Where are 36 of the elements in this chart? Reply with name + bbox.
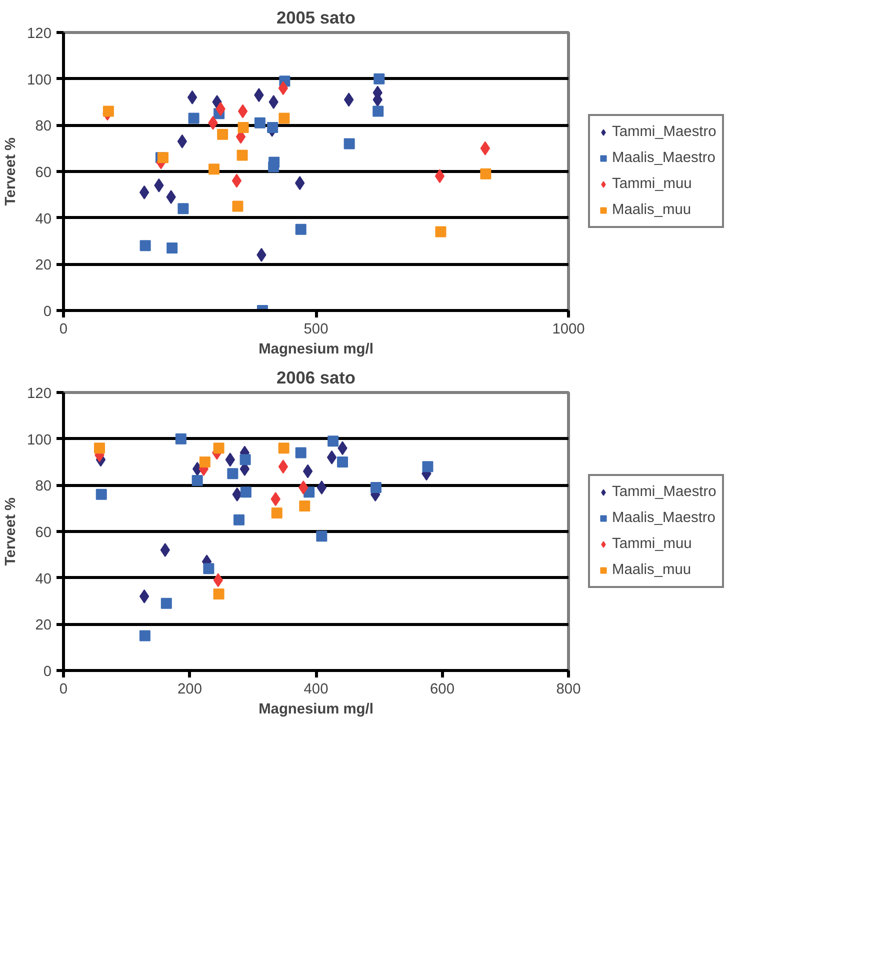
y-tick-label: 20 bbox=[35, 618, 52, 634]
y-tick-label: 40 bbox=[35, 571, 52, 588]
x-tick-label: 500 bbox=[304, 322, 328, 338]
y-tick-label: 0 bbox=[43, 664, 52, 680]
x-tick-label: 1000 bbox=[552, 322, 585, 338]
y-tick-label: 60 bbox=[35, 165, 52, 181]
y-tick-label: 40 bbox=[35, 211, 52, 228]
legend-label: Maalis_Maestro bbox=[612, 150, 716, 166]
x-tick-label: 200 bbox=[178, 682, 202, 698]
y-tick-label: 80 bbox=[35, 478, 52, 495]
legend-label: Maalis_muu bbox=[612, 202, 692, 218]
x-axis-title: Magnesium mg/l bbox=[258, 702, 374, 718]
y-tick-label: 0 bbox=[43, 304, 52, 320]
y-tick-label: 120 bbox=[27, 26, 52, 42]
y-axis-title: Terveet % bbox=[3, 497, 20, 566]
chart-title: 2005 sato bbox=[276, 8, 356, 28]
chart-title: 2006 sato bbox=[276, 368, 356, 388]
x-tick-label: 0 bbox=[59, 682, 68, 698]
y-tick-label: 20 bbox=[35, 258, 52, 274]
y-tick-label: 60 bbox=[35, 525, 52, 541]
y-tick-label: 100 bbox=[27, 72, 52, 88]
legend-label: Tammi_Maestro bbox=[612, 484, 716, 500]
y-tick-label: 80 bbox=[35, 118, 52, 135]
legend-label: Tammi_muu bbox=[612, 536, 692, 552]
legend-label: Tammi_Maestro bbox=[612, 124, 716, 140]
legend-label: Maalis_Maestro bbox=[612, 510, 716, 526]
x-tick-label: 600 bbox=[430, 682, 454, 698]
legend-label: Tammi_muu bbox=[612, 176, 692, 192]
y-tick-label: 100 bbox=[27, 432, 52, 448]
y-tick-label: 120 bbox=[27, 386, 52, 402]
x-tick-label: 0 bbox=[59, 322, 68, 338]
x-tick-label: 400 bbox=[304, 682, 328, 698]
x-axis-title: Magnesium mg/l bbox=[258, 342, 374, 358]
x-tick-label: 800 bbox=[556, 682, 581, 698]
y-axis-title: Terveet % bbox=[3, 137, 20, 206]
legend-label: Maalis_muu bbox=[612, 562, 692, 578]
